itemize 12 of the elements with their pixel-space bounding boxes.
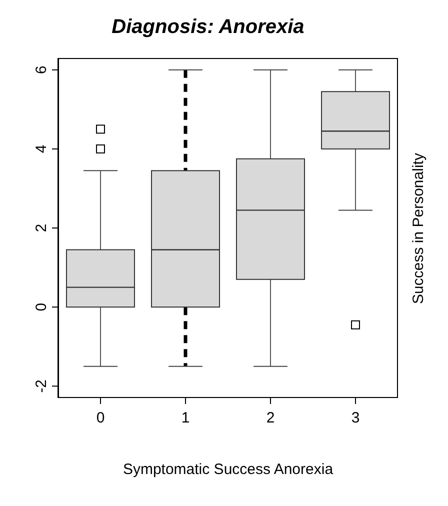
- y-axis-title: Success in Personality: [410, 152, 426, 304]
- x-tick-label: 0: [96, 410, 105, 427]
- chart-title: Diagnosis: Anorexia: [110, 16, 306, 39]
- x-tick-label: 2: [266, 410, 275, 427]
- y-tick-label: 2: [33, 224, 50, 232]
- x-axis-title: Symptomatic Success Anorexia: [122, 461, 334, 478]
- y-tick-label: 0: [33, 302, 50, 312]
- y-tick-label: 6: [33, 66, 50, 74]
- x-tick-label: 3: [351, 410, 360, 427]
- y-tick-label: -2: [33, 379, 50, 393]
- y-tick-label: 4: [33, 144, 50, 154]
- x-tick-label: 1: [181, 410, 190, 427]
